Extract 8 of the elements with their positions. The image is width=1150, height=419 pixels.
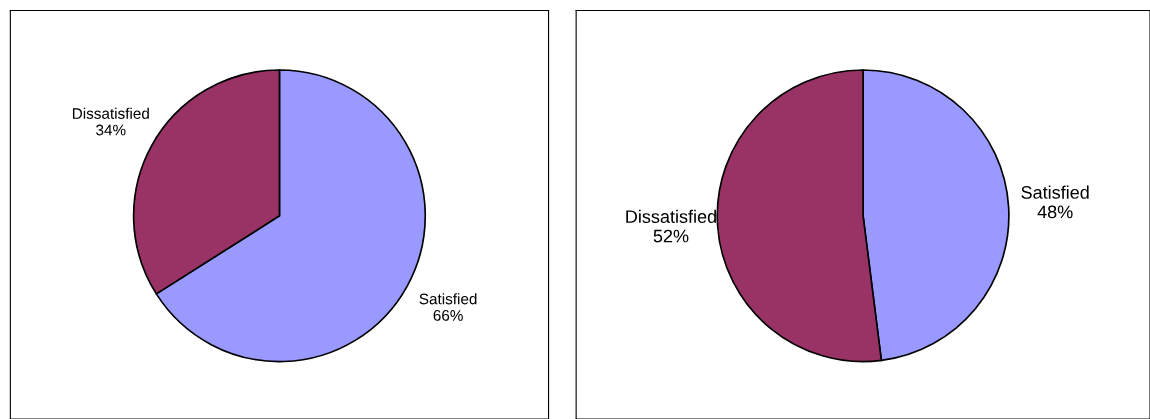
- data-label: 66%: [433, 310, 463, 321]
- slice-label: Dissatisfied: [72, 107, 149, 119]
- slice-label: Satisfied: [1021, 185, 1089, 199]
- data-label: 48%: [1037, 205, 1073, 219]
- slice-label: Dissatisfied: [626, 209, 716, 223]
- slice-label: Satisfied: [419, 293, 477, 305]
- data-label: 34%: [96, 124, 126, 136]
- data-label: 52%: [653, 229, 689, 243]
